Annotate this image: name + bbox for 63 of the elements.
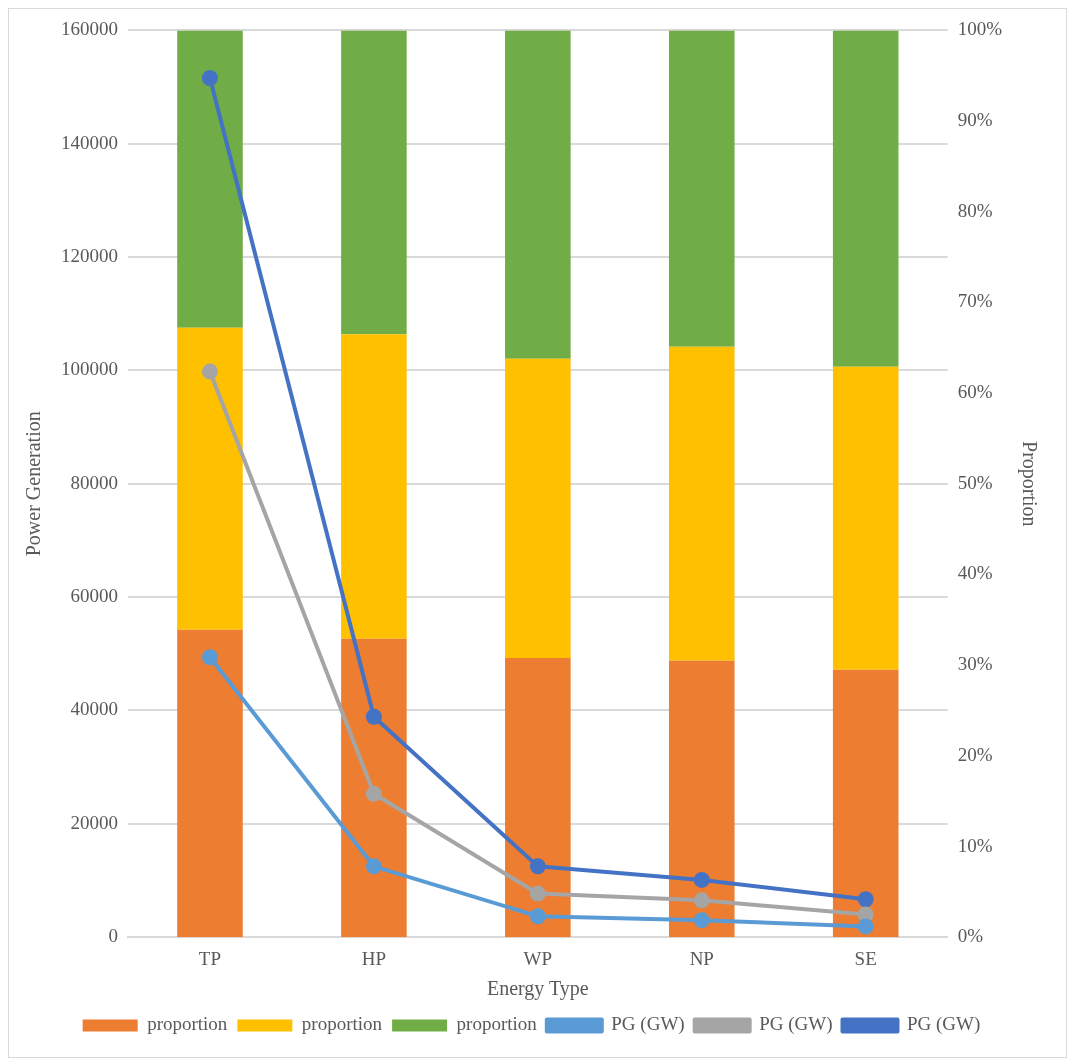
y2-tick-label: 50% [957,471,993,493]
bar [505,657,571,938]
bar [341,334,407,639]
bar [668,660,735,938]
y2-tick-label: 40% [957,562,993,584]
bar [832,366,899,670]
x-tick-label: HP [361,947,387,969]
y2-axis-title: Proportion [1017,441,1041,527]
y-tick-label: 160000 [61,18,118,40]
y2-tick-label: 0% [957,925,984,947]
point [529,885,546,902]
bar [177,629,243,938]
bar [177,30,243,328]
y2-tick-label: 60% [957,381,993,403]
point [201,70,218,87]
y2-tick-label: 80% [957,199,993,221]
legend-label: proportion [456,1013,538,1035]
bar [832,30,899,367]
legend-label: proportion [301,1013,383,1035]
point [201,363,218,380]
point [857,891,874,908]
y2-tick-label: 70% [957,290,993,312]
y-tick-label: 140000 [61,131,118,153]
x-tick-label: SE [854,947,877,969]
legend-label: PG (GW) [906,1013,981,1036]
bar [505,358,571,658]
bar [341,30,407,335]
y-tick-label: 120000 [61,245,118,267]
bar [668,346,735,661]
legend-label: PG (GW) [759,1013,833,1036]
bar [505,30,571,359]
point [365,858,382,875]
bar [668,30,735,347]
point [529,858,546,875]
y-tick-label: 80000 [70,471,118,493]
y2-tick-label: 10% [957,834,993,856]
point [693,871,710,888]
y2-tick-label: 30% [957,653,993,675]
point [857,918,874,935]
point [365,708,382,725]
x-tick-label: TP [198,947,222,969]
x-tick-label: NP [689,947,714,969]
y-tick-label: 20000 [70,811,118,833]
y-tick-label: 100000 [61,358,118,380]
y-tick-label: 0 [108,925,118,947]
point [201,649,218,666]
y2-tick-label: 100% [957,18,1003,40]
point [693,912,710,929]
y-axis-title: Power Generation [22,411,45,557]
bar [341,638,407,938]
x-axis-title: Energy Type [486,977,589,1001]
legend-label: PG (GW) [611,1013,685,1036]
y2-tick-label: 90% [957,109,993,131]
y2-tick-label: 20% [957,743,993,765]
bar [832,669,899,938]
point [693,892,710,909]
point [365,785,382,802]
point [529,908,546,925]
y-tick-label: 60000 [70,585,118,607]
bar [177,327,243,630]
y-tick-label: 40000 [70,698,118,720]
x-tick-label: WP [523,947,553,969]
legend-label: proportion [147,1013,228,1035]
